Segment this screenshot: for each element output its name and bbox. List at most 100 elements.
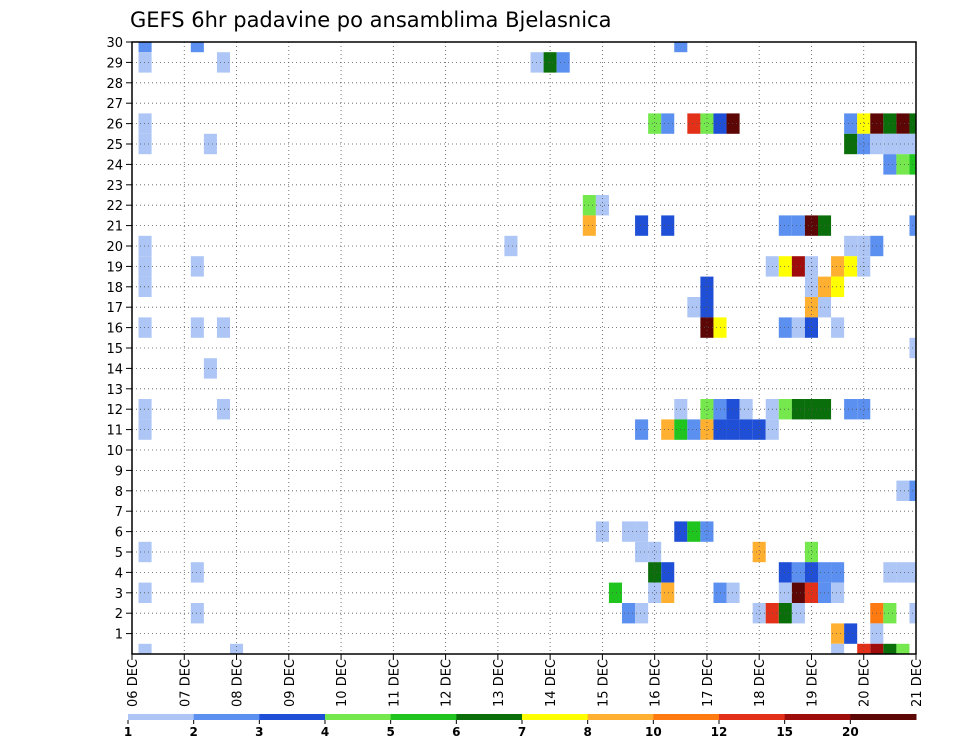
y-tick-label: 29 bbox=[106, 56, 123, 71]
heatmap-cell bbox=[857, 133, 871, 155]
heatmap-cell bbox=[831, 643, 845, 654]
colorbar-label: 4 bbox=[321, 725, 329, 739]
heatmap-cell bbox=[844, 623, 858, 644]
heatmap-cell bbox=[844, 256, 858, 277]
y-tick-label: 26 bbox=[106, 118, 123, 133]
heatmap-cell bbox=[778, 603, 792, 624]
x-tick-label: 15 DEC bbox=[596, 659, 611, 707]
heatmap-cell bbox=[138, 256, 152, 277]
colorbar-label: 5 bbox=[386, 725, 394, 739]
heatmap-cell bbox=[726, 419, 740, 440]
heatmap-cell bbox=[138, 113, 152, 134]
heatmap-cell bbox=[230, 643, 244, 654]
heatmap-cell bbox=[635, 215, 649, 236]
x-tick-label: 13 DEC bbox=[492, 659, 507, 707]
heatmap-cell bbox=[138, 235, 152, 257]
heatmap-cell bbox=[778, 256, 792, 277]
heatmap-cell bbox=[831, 623, 845, 644]
heatmap-cell bbox=[831, 276, 845, 297]
heatmap-cell bbox=[778, 399, 792, 420]
colorbar-label: 15 bbox=[776, 725, 793, 739]
colorbar-label: 3 bbox=[255, 725, 263, 739]
heatmap-cell bbox=[883, 113, 897, 134]
heatmap-cell bbox=[648, 562, 662, 583]
x-axis-ticks: 06 DEC 07 DEC 08 DEC 09 DEC 10 DEC 11 DEC 12 D… bbox=[126, 654, 925, 707]
heatmap-cell bbox=[661, 215, 675, 236]
heatmap-cell bbox=[804, 582, 818, 603]
heatmap-cell bbox=[700, 297, 714, 318]
heatmap-cell bbox=[778, 317, 792, 338]
heatmap-cell bbox=[504, 235, 518, 257]
y-tick-label: 5 bbox=[115, 546, 123, 561]
heatmap-cell bbox=[556, 52, 570, 73]
y-tick-label: 2 bbox=[115, 607, 123, 622]
heatmap-cell bbox=[595, 521, 609, 542]
y-tick-label: 21 bbox=[106, 220, 123, 235]
y-tick-label: 17 bbox=[106, 301, 123, 316]
heatmap-cell bbox=[216, 399, 230, 420]
x-tick-label: 07 DEC bbox=[178, 659, 193, 707]
heatmap-cell bbox=[138, 419, 152, 440]
heatmap-cell bbox=[138, 52, 152, 73]
heatmap-cell bbox=[648, 582, 662, 603]
x-tick-label: 11 DEC bbox=[387, 659, 402, 707]
heatmap-cell bbox=[595, 195, 609, 216]
heatmap-cell bbox=[883, 154, 897, 175]
heatmap-cell bbox=[138, 582, 152, 603]
heatmap-cell bbox=[791, 562, 805, 583]
heatmap-cell bbox=[661, 582, 675, 603]
x-tick-label: 10 DEC bbox=[335, 659, 350, 707]
y-tick-label: 7 bbox=[115, 505, 123, 520]
x-tick-label: 21 DEC bbox=[910, 659, 925, 707]
heatmap-cell bbox=[896, 562, 910, 583]
heatmap-cell bbox=[190, 256, 204, 277]
heatmap-cell bbox=[661, 562, 675, 583]
y-tick-label: 3 bbox=[115, 587, 123, 602]
heatmap-cell bbox=[138, 541, 152, 563]
y-tick-label: 16 bbox=[106, 322, 123, 337]
heatmap-cell bbox=[635, 521, 649, 542]
heatmap-cell bbox=[804, 562, 818, 583]
heatmap-cell bbox=[883, 562, 897, 583]
heatmap-cell bbox=[791, 215, 805, 236]
heatmap-cell bbox=[844, 235, 858, 257]
heatmap-cell bbox=[857, 399, 871, 420]
heatmap-cell bbox=[844, 113, 858, 134]
y-tick-label: 9 bbox=[115, 464, 123, 479]
heatmap-cell bbox=[791, 603, 805, 624]
heatmap-cell bbox=[752, 541, 766, 563]
y-tick-label: 28 bbox=[106, 77, 123, 92]
heatmap-cell bbox=[635, 603, 649, 624]
y-tick-label: 30 bbox=[106, 36, 123, 51]
heatmap-cell bbox=[687, 297, 701, 318]
x-tick-label: 12 DEC bbox=[440, 659, 455, 707]
heatmap-cell bbox=[791, 399, 805, 420]
heatmap-cell bbox=[726, 582, 740, 603]
y-tick-label: 18 bbox=[106, 281, 123, 296]
heatmap-cell bbox=[190, 562, 204, 583]
heatmap-cell bbox=[752, 603, 766, 624]
x-tick-label: 16 DEC bbox=[649, 659, 664, 707]
colorbar-label: 20 bbox=[842, 725, 859, 739]
heatmap-cell bbox=[883, 603, 897, 624]
heatmap-cell bbox=[138, 643, 152, 654]
heatmap-cell bbox=[778, 215, 792, 236]
heatmap-cell bbox=[138, 276, 152, 297]
x-tick-label: 14 DEC bbox=[544, 659, 559, 707]
y-tick-label: 22 bbox=[106, 199, 123, 214]
heatmap-cell bbox=[739, 399, 753, 420]
y-tick-label: 19 bbox=[106, 260, 123, 275]
heatmap-cell bbox=[739, 419, 753, 440]
heatmap-cell bbox=[203, 358, 217, 379]
gridlines bbox=[131, 41, 917, 654]
heatmap-cell bbox=[687, 113, 701, 134]
x-tick-label: 17 DEC bbox=[701, 659, 716, 707]
heatmap-cell bbox=[700, 317, 714, 338]
heatmap-cell bbox=[831, 256, 845, 277]
y-axis-ticks: 1234567891011121314151617181920212223242… bbox=[106, 36, 132, 643]
heatmap-cell bbox=[700, 399, 714, 420]
heatmap-cell bbox=[661, 419, 675, 440]
y-tick-label: 6 bbox=[115, 526, 123, 541]
heatmap-cell bbox=[648, 113, 662, 134]
